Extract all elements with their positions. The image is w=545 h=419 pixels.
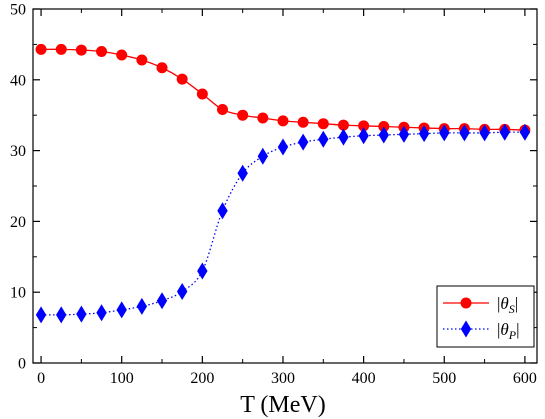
x-tick-label: 400: [352, 370, 376, 387]
data-point: [277, 138, 289, 156]
x-tick-label: 200: [190, 370, 214, 387]
data-point: [277, 115, 289, 127]
data-point: [338, 128, 349, 146]
data-point: [196, 88, 208, 100]
data-point: [418, 125, 430, 143]
data-point: [257, 112, 269, 124]
data-point: [257, 147, 269, 165]
series-p: [35, 123, 531, 324]
x-axis-title: T (MeV): [240, 392, 326, 418]
data-point: [56, 306, 67, 324]
x-tick-label: 500: [432, 370, 456, 387]
data-point: [116, 49, 128, 61]
data-point: [237, 109, 249, 121]
x-tick-label: 300: [271, 370, 295, 387]
data-point: [75, 44, 87, 56]
y-tick-label: 20: [10, 214, 26, 231]
legend-label: |θS|: [497, 294, 518, 316]
data-point: [217, 202, 228, 220]
x-tick-label: 100: [110, 370, 134, 387]
data-point: [136, 297, 148, 315]
data-point: [116, 301, 127, 319]
y-tick-label: 30: [10, 143, 26, 160]
data-point: [479, 124, 490, 142]
series-s: [35, 43, 531, 136]
data-point: [197, 262, 208, 280]
data-point: [318, 130, 329, 148]
data-point: [337, 119, 349, 131]
data-point: [398, 125, 410, 143]
legend: |θS| |θP|: [436, 285, 535, 348]
legend-marker: [460, 320, 472, 338]
data-point: [96, 304, 107, 322]
data-point: [297, 133, 309, 151]
data-point: [317, 118, 329, 130]
data-point: [358, 120, 370, 132]
data-point: [35, 306, 47, 324]
ticks-layer: 0 100 200 300 400 500 600 0 10 20 30 40 50: [10, 2, 537, 387]
data-point: [297, 116, 309, 128]
data-point: [136, 54, 148, 66]
y-tick-label: 10: [10, 285, 26, 302]
data-point: [176, 282, 188, 300]
data-point: [439, 124, 450, 142]
series-layer: [35, 43, 531, 324]
data-point: [358, 127, 369, 145]
data-point: [217, 104, 229, 116]
data-point: [499, 123, 510, 141]
legend-box: [436, 285, 535, 348]
data-point: [156, 292, 168, 310]
legend-marker: [460, 297, 472, 309]
data-point: [519, 123, 531, 141]
data-point: [378, 126, 389, 144]
x-tick-label: 0: [37, 370, 45, 387]
legend-label: |θP|: [497, 320, 520, 342]
legend-entry-s: |θS|: [443, 294, 518, 316]
y-tick-label: 40: [10, 72, 26, 89]
data-point: [96, 45, 108, 57]
data-point: [55, 43, 67, 55]
data-point: [156, 62, 168, 74]
data-point: [35, 43, 47, 55]
y-tick-label: 0: [18, 356, 26, 373]
data-point: [76, 305, 87, 323]
y-tick-label: 50: [10, 2, 26, 19]
x-tick-label: 600: [513, 370, 537, 387]
data-point: [237, 164, 248, 182]
data-point: [459, 124, 470, 142]
legend-entry-p: |θP|: [443, 320, 520, 342]
data-point: [176, 73, 188, 85]
